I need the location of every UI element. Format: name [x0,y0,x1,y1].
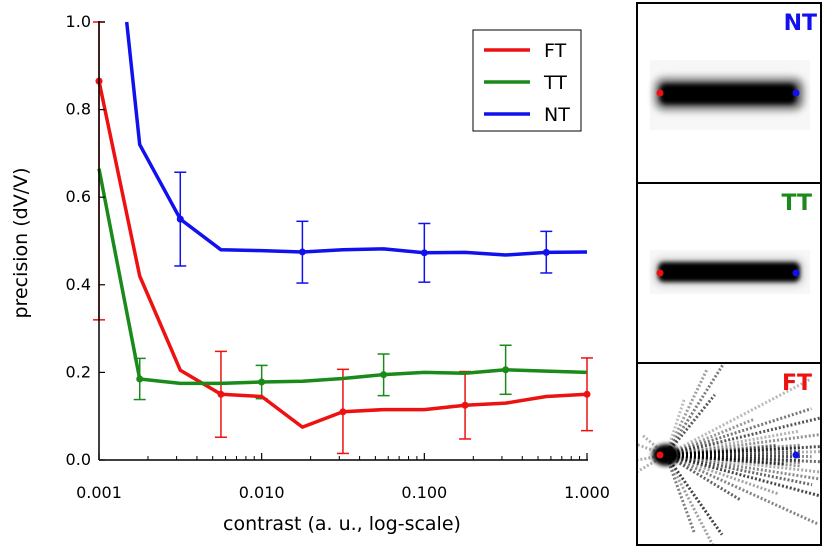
y-tick-label: 1.0 [66,12,91,31]
fan-streak [665,453,821,474]
legend-label-nt: NT [544,104,570,126]
point-tt [136,375,144,383]
point-ft [217,390,225,398]
panel-nt-end-dot [792,89,800,97]
y-tick-label: 0.2 [66,362,91,381]
image-panels: NT TT FT [636,2,822,546]
panel-tt-image [654,258,804,286]
series-markers [95,77,591,416]
panel-ft-border [636,362,822,546]
fan-streak [664,454,697,535]
precision-chart: 0.001 0.010 0.100 1.000 0.00.20.40.60.81.0 … [10,12,610,535]
point-nt [176,215,184,223]
panel-nt-image [654,76,804,112]
y-tick-label: 0.4 [66,275,91,294]
fan-streak [665,377,812,457]
fan-streak [665,407,812,457]
fan-streak [665,453,821,481]
fan-streak [637,442,667,457]
panel-tt-label: TT [781,191,812,216]
point-nt [298,248,306,256]
fan-streak [664,454,724,536]
x-ticks: 0.001 0.010 0.100 1.000 [76,453,610,502]
point-tt [380,371,388,379]
x-tick-label: 0.100 [401,483,447,502]
legend: FT TT NT [472,29,582,132]
panel-tt-start-dot [656,269,664,277]
panel-ft-end-dot [792,451,800,459]
panel-nt-label: NT [784,11,817,36]
panel-tt-end-dot [792,269,800,277]
y-tick-label: 0.8 [66,100,91,119]
y-tick-label: 0.0 [66,450,91,469]
panel-ft-start-dot [656,451,664,459]
fan-streak [665,453,801,468]
x-tick-label: 0.010 [239,483,285,502]
x-axis-label: contrast (a. u., log-scale) [223,513,461,535]
legend-label-tt: TT [543,72,567,94]
panel-nt-start-dot [656,89,664,97]
panel-ft-label: FT [782,371,812,396]
fan-streak [664,393,716,456]
x-tick-label: 0.001 [76,483,122,502]
fan-streak [665,445,821,457]
point-tt [502,366,510,374]
x-tick-label: 1.000 [564,483,610,502]
point-ft [461,401,469,409]
point-ft [583,390,591,398]
point-tt [258,378,266,386]
point-ft [339,408,347,416]
y-ticks: 0.0 0.2 0.4 0.6 0.8 1.0 [66,12,105,469]
fan-streak [665,443,778,457]
fan-streak [665,453,821,498]
y-tick-label: 0.6 [66,187,91,206]
axes [98,21,588,461]
y-axis-label: precision (dV/V) [10,167,32,318]
point-nt [420,249,428,257]
point-nt [542,248,550,256]
legend-label-ft: FT [544,40,567,62]
